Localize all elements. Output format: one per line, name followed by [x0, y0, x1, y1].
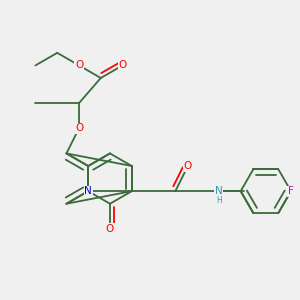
Text: H: H: [216, 196, 222, 205]
Text: O: O: [75, 123, 83, 133]
Text: O: O: [118, 60, 127, 70]
Text: N: N: [215, 186, 223, 196]
Text: O: O: [75, 60, 83, 70]
Text: F: F: [288, 186, 294, 196]
Text: N: N: [84, 186, 92, 196]
Text: O: O: [184, 161, 192, 171]
Text: O: O: [106, 224, 114, 234]
